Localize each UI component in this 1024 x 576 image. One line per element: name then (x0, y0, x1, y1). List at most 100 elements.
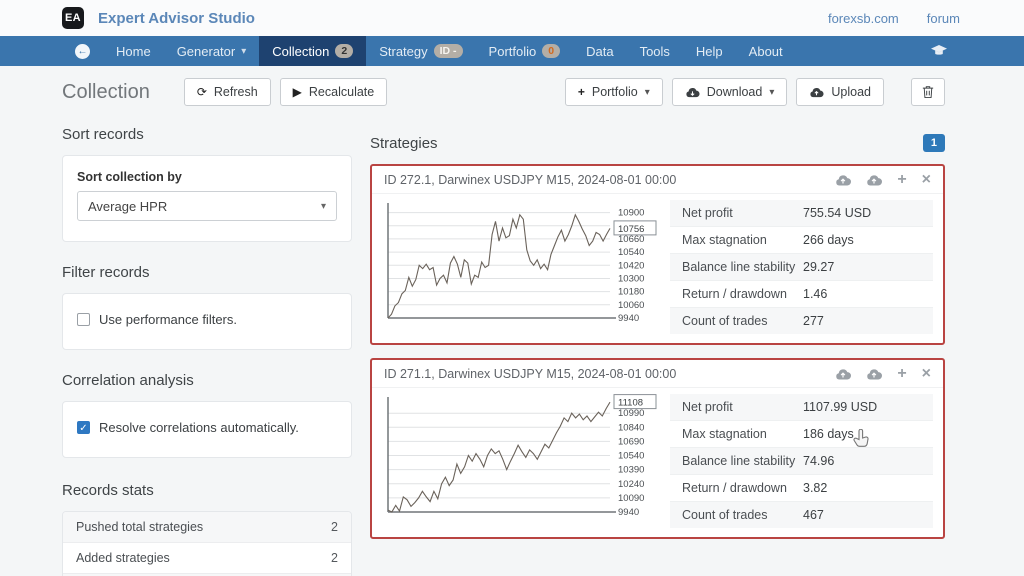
cloud-upload-icon (836, 175, 852, 186)
push-to-account-button[interactable] (866, 368, 883, 380)
svg-text:10060: 10060 (618, 300, 644, 311)
stat-label: Count of trades (682, 313, 768, 328)
balance-chart[interactable]: 10990 10840 10690 10540 10390 10240 10090 9940 1… (382, 393, 660, 528)
nav-item-collection[interactable]: Collection 2 (259, 36, 367, 66)
svg-text:10660: 10660 (618, 234, 644, 245)
stat-label: Balance line stability (682, 453, 796, 468)
svg-text:10180: 10180 (618, 287, 644, 298)
stat-label: Pushed total strategies (76, 520, 204, 534)
nav-item-strategy[interactable]: Strategy ID - (366, 36, 475, 66)
plus-icon: + (897, 171, 907, 188)
portfolio-label: Portfolio (591, 85, 638, 99)
nav-item-generator[interactable]: Generator ▾ (164, 36, 260, 66)
stat-value: 1107.99 USD (803, 399, 878, 414)
nav-label: Data (586, 43, 614, 59)
link-forexsb[interactable]: forexsb.com (827, 10, 899, 26)
add-portfolio-button[interactable]: + Portfolio ▾ (564, 78, 663, 106)
nav-item-home[interactable]: Home (103, 36, 164, 66)
cloud-upload-icon (836, 369, 852, 380)
stat-label: Balance line stability (682, 259, 796, 274)
correlation-card: ✓ Resolve correlations automatically. (62, 401, 352, 458)
stat-value: 266 days (803, 232, 854, 247)
stat-row: Net profit 1107.99 USD (670, 393, 933, 420)
upload-button[interactable]: Upload (796, 78, 884, 106)
nav-item-data[interactable]: Data (573, 36, 626, 66)
sort-select-value: Average HPR (88, 198, 168, 214)
filter-card: Use performance filters. (62, 293, 352, 350)
top-header: EA Expert Advisor Studio forexsb.com for… (0, 0, 1024, 36)
nav-label: About (748, 43, 783, 59)
nav-label: Help (695, 43, 723, 59)
download-button[interactable]: Download ▾ (671, 78, 788, 106)
nav-item-help[interactable]: Help (683, 36, 736, 66)
stat-label: Added strategies (76, 551, 170, 565)
sort-by-label: Sort collection by (77, 170, 182, 184)
strategy-card-272: ID 272.1, Darwinex USDJPY M15, 2024-08-0… (370, 164, 945, 345)
stat-value: 467 (803, 507, 824, 522)
nav-back-button[interactable]: ← (62, 36, 103, 66)
stat-row: Balance line stability 29.27 (670, 252, 933, 280)
stat-row: Pushed total strategies 2 (63, 512, 351, 542)
cloud-upload-icon (867, 369, 883, 380)
stat-value: 2 (331, 551, 338, 565)
stat-row: Balance line stability 74.96 (670, 446, 933, 474)
filter-records-heading: Filter records (62, 264, 150, 281)
svg-text:10756: 10756 (618, 224, 644, 235)
nav-label: Collection (272, 43, 330, 59)
stat-value: 277 (803, 313, 824, 328)
strategy-id-badge: ID - (433, 44, 463, 58)
refresh-label: Refresh (213, 85, 258, 99)
remove-strategy-button[interactable]: × (922, 172, 931, 188)
push-to-account-button[interactable] (866, 174, 883, 186)
delete-collection-button[interactable] (911, 78, 945, 106)
strategy-title: ID 272.1, Darwinex USDJPY M15, 2024-08-0… (384, 173, 677, 187)
nav-label: Portfolio (488, 43, 537, 59)
sort-records-heading: Sort records (62, 126, 144, 143)
stat-label: Return / drawdown (682, 480, 787, 495)
push-to-cloud-button[interactable] (835, 368, 852, 380)
svg-text:10690: 10690 (618, 436, 644, 447)
stat-row: Count of trades 467 (670, 500, 933, 528)
add-strategy-button[interactable]: + (897, 366, 906, 382)
add-strategy-button[interactable]: + (897, 171, 907, 188)
refresh-button[interactable]: ⟳ Refresh (183, 78, 271, 106)
graduation-cap-icon (931, 45, 947, 55)
chevron-down-icon: ▾ (644, 86, 650, 98)
stat-row: Max stagnation 266 days (670, 225, 933, 253)
performance-filters-checkbox[interactable] (77, 313, 90, 326)
nav-label: Home (116, 43, 151, 59)
resolve-correlations-checkbox[interactable]: ✓ (77, 421, 90, 434)
performance-filters-label: Use performance filters. (99, 312, 237, 327)
stat-row: Added strategies 2 (63, 542, 351, 573)
remove-strategy-button[interactable]: × (922, 366, 931, 382)
page-toolbar: Collection ⟳ Refresh ▶ Recalculate + Por… (0, 66, 1024, 116)
nav-item-about[interactable]: About (736, 36, 796, 66)
sort-select[interactable]: Average HPR ▾ (77, 191, 337, 221)
stat-row: Rejected duplicate strategies 0 (63, 573, 351, 576)
stat-label: Net profit (682, 205, 733, 220)
link-forum[interactable]: forum (926, 10, 960, 26)
stat-row: Return / drawdown 1.46 (670, 279, 933, 307)
ea-logo: EA (62, 7, 84, 29)
portfolio-count-badge: 0 (542, 44, 561, 58)
stat-value: 29.27 (803, 259, 835, 274)
cloud-upload-icon (810, 87, 824, 97)
app-title: Expert Advisor Studio (98, 9, 255, 27)
push-to-cloud-button[interactable] (835, 174, 852, 186)
page-count-badge[interactable]: 1 (922, 134, 945, 152)
recalculate-label: Recalculate (308, 85, 375, 99)
education-button[interactable] (918, 45, 960, 57)
stat-value: 3.82 (803, 480, 828, 495)
nav-item-tools[interactable]: Tools (627, 36, 683, 66)
chevron-down-icon: ▾ (241, 45, 247, 57)
stat-row: Max stagnation 186 days (670, 419, 933, 447)
sidebar: Sort records Sort collection by Average … (62, 124, 352, 576)
recalculate-button[interactable]: ▶ Recalculate (279, 78, 388, 106)
svg-text:10420: 10420 (618, 260, 644, 271)
balance-chart[interactable]: 10900 10660 10540 10420 10300 10180 10060 9940 1… (382, 199, 660, 334)
chevron-down-icon: ▾ (320, 200, 326, 212)
stat-value: 1.46 (803, 286, 828, 301)
back-arrow-icon: ← (75, 43, 90, 59)
stat-label: Count of trades (682, 507, 768, 522)
nav-item-portfolio[interactable]: Portfolio 0 (476, 36, 574, 66)
